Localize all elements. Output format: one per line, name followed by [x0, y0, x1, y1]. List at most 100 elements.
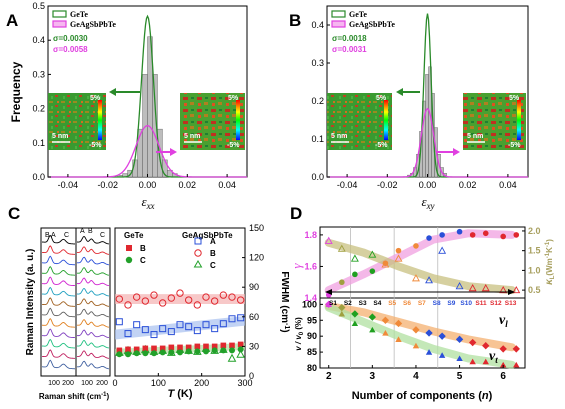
fwhm-point-gete-b: [151, 345, 157, 352]
fwhm-point-geagsbpbte-a: [115, 318, 123, 326]
kappa-point: [455, 282, 464, 290]
fwhm-point-gete-c: [194, 348, 201, 355]
y-tick-label: 0.2: [311, 96, 324, 106]
x-tick-label: 6: [500, 371, 506, 382]
peak-label-gete-c: C: [64, 232, 69, 239]
x-tick-label: 3: [370, 371, 376, 382]
vt-point: [499, 361, 507, 368]
y-tick-label: 0.5: [32, 1, 45, 11]
y-tick-label: 0.1: [311, 134, 324, 144]
fwhm-b-band: [115, 294, 245, 304]
vt-point: [513, 361, 520, 368]
d-top-y2-axis-label: κL(Wm-1K-1): [544, 239, 556, 285]
legend-swatch-geagsbpbte: [52, 20, 67, 28]
gamma-point: [339, 279, 345, 286]
fwhm-point-gete-b: [159, 345, 166, 352]
arrow-right-icon: [437, 148, 460, 156]
map-colorbar-min: -5%: [227, 142, 240, 149]
map-colorbar-min: -5%: [508, 142, 521, 149]
legend-label-geagsbpbte: GeAgSbPbTe: [70, 20, 116, 29]
raman-spectrum-gete: [41, 276, 76, 287]
vl-point: [394, 319, 403, 328]
kappa-point: [499, 285, 508, 294]
raman-spectrum-geagsbpbte: [76, 235, 110, 245]
sample-label: S8: [433, 300, 441, 307]
fwhm-point-gete-b: [177, 344, 183, 351]
sample-label: S10: [460, 300, 472, 307]
vt-point: [425, 349, 433, 355]
raman-spectrum-gete: [41, 297, 76, 307]
sample-label: S12: [490, 300, 502, 307]
c-right-y-axis-label: FWHM (cm-1): [279, 271, 290, 332]
fwhm-point-geagsbpbte-b: [210, 297, 219, 305]
fwhm-point-gete-c: [151, 350, 157, 357]
sigma-gete-label: σ=0.0018: [332, 34, 367, 43]
sample-label: S13: [505, 300, 517, 307]
raman-spectrum-gete: [41, 234, 76, 245]
fwhm-point-gete-b: [125, 346, 131, 353]
vl-point: [468, 338, 477, 347]
fwhm-point-gete-c: [125, 351, 131, 358]
fwhm-point-geagsbpbte-b: [141, 297, 150, 305]
map-colorbar-max: 5%: [228, 95, 239, 102]
legend-label-alloy-a: A: [210, 237, 216, 246]
vl-point: [455, 335, 464, 344]
y-tick-label: 0.5: [528, 285, 541, 295]
x-tick-label: 0.02: [459, 180, 477, 190]
x-tick-label: 200: [194, 378, 209, 388]
sample-label: S11: [475, 300, 487, 307]
x-tick-label: 0.00: [139, 180, 157, 190]
sigma-gete-label: σ=0.0030: [53, 34, 88, 43]
y-tick-label: 0.4: [32, 35, 45, 45]
fwhm-point-gete-b: [194, 343, 201, 350]
fwhm-point-gete-b: [133, 346, 140, 353]
map-scale-label: 5 nm: [184, 133, 200, 140]
kappa-point: [512, 285, 521, 294]
legend-marker-alloy-c: [193, 260, 203, 268]
x-tick-label: 0.04: [218, 180, 236, 190]
kappa-point: [425, 276, 434, 284]
raman-spectrum-gete: [41, 328, 76, 339]
y-tick-label: 0.2: [32, 104, 45, 114]
vt-point: [351, 320, 359, 327]
x-tick-label: -0.04: [58, 180, 79, 190]
vl-point: [351, 310, 359, 318]
peak-label-alloy-b: B: [88, 228, 93, 235]
arrow-left-icon: [109, 88, 140, 96]
gamma-point: [369, 268, 376, 274]
gamma-trend-band: [324, 229, 516, 295]
vl-point: [368, 313, 377, 321]
strain-map-image: 5% -5% 5 nm: [327, 93, 392, 150]
vl-point: [381, 316, 390, 324]
raman-spectrum-gete: [41, 245, 76, 255]
fwhm-point-geagsbpbte-a: [124, 330, 132, 338]
fwhm-point-geagsbpbte-c: [227, 353, 237, 362]
legend-swatch-geagsbpbte: [331, 20, 346, 28]
fwhm-point-geagsbpbte-b: [202, 293, 210, 301]
legend-label-gete: GeTe: [349, 10, 367, 19]
fwhm-point-geagsbpbte-b: [150, 291, 158, 299]
map-colorbar-min: -5%: [375, 142, 388, 149]
legend-label-gete: GeTe: [70, 10, 88, 19]
vt-point: [456, 355, 463, 362]
fwhm-point-geagsbpbte-a: [141, 326, 149, 334]
y-tick-label: 0.0: [311, 172, 324, 182]
y-tick-label: 1.0: [528, 265, 541, 275]
raman-spectrum-geagsbpbte: [76, 277, 110, 287]
y-tick-label: 1.5: [528, 246, 541, 256]
legend-label-gete-b: B: [140, 244, 146, 253]
fwhm-point-gete-b: [211, 343, 218, 350]
gamma-point: [456, 228, 463, 235]
label-vl: vl: [499, 313, 508, 329]
raman-spectrum-geagsbpbte: [76, 319, 110, 328]
panel-d-bottom-frame: [319, 297, 526, 369]
fwhm-point-gete-c: [203, 348, 209, 355]
peak-label-gete-b: B: [45, 232, 50, 239]
raman-spectrum-gete: [41, 266, 76, 276]
y-tick-label: 90: [307, 331, 317, 341]
fwhm-point-gete-c: [142, 350, 149, 357]
kappa-point: [468, 284, 477, 292]
kappa-point: [337, 244, 346, 252]
gamma-point: [500, 233, 506, 240]
